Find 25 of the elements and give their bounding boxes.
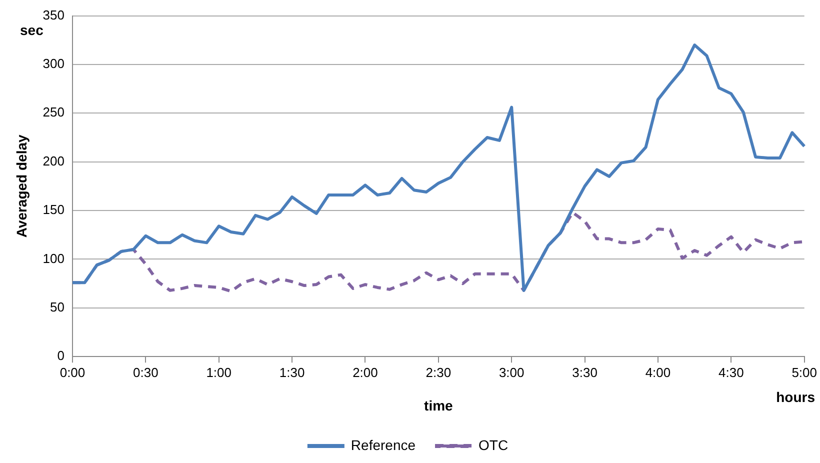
x-tick-label: 3:30 xyxy=(572,364,598,380)
legend-label: Reference xyxy=(350,436,416,453)
text: hours xyxy=(776,388,816,405)
x-tick-label: 1:30 xyxy=(279,364,305,380)
x-tick-label: 4:30 xyxy=(718,364,744,380)
x-tick-label: 0:00 xyxy=(60,364,86,380)
y-tick-label: 200 xyxy=(42,153,64,168)
x-tick-label: 1:00 xyxy=(206,364,232,380)
x-tick-label: 0:30 xyxy=(133,364,158,380)
x-tick-label: 5:00 xyxy=(792,364,818,380)
x-tick-label: 3:00 xyxy=(498,364,524,380)
x-axis-title: time xyxy=(424,397,454,414)
y-tick-label: 50 xyxy=(50,299,64,314)
y-tick-label: 250 xyxy=(42,104,64,120)
y-tick-label: 0 xyxy=(57,348,64,364)
text: sec xyxy=(20,22,44,38)
y-tick-label: 100 xyxy=(42,250,64,266)
y-tick-label: 350 xyxy=(42,7,64,22)
y-tick-label: 150 xyxy=(42,202,64,218)
y-tick-label: 300 xyxy=(42,56,64,72)
x-tick-label: 2:30 xyxy=(426,364,452,380)
x-tick-label: 2:00 xyxy=(352,364,378,380)
legend-label: OTC xyxy=(478,436,508,453)
x-tick-label: 4:00 xyxy=(645,364,671,380)
y-axis-title: Averaged delay xyxy=(13,134,30,238)
